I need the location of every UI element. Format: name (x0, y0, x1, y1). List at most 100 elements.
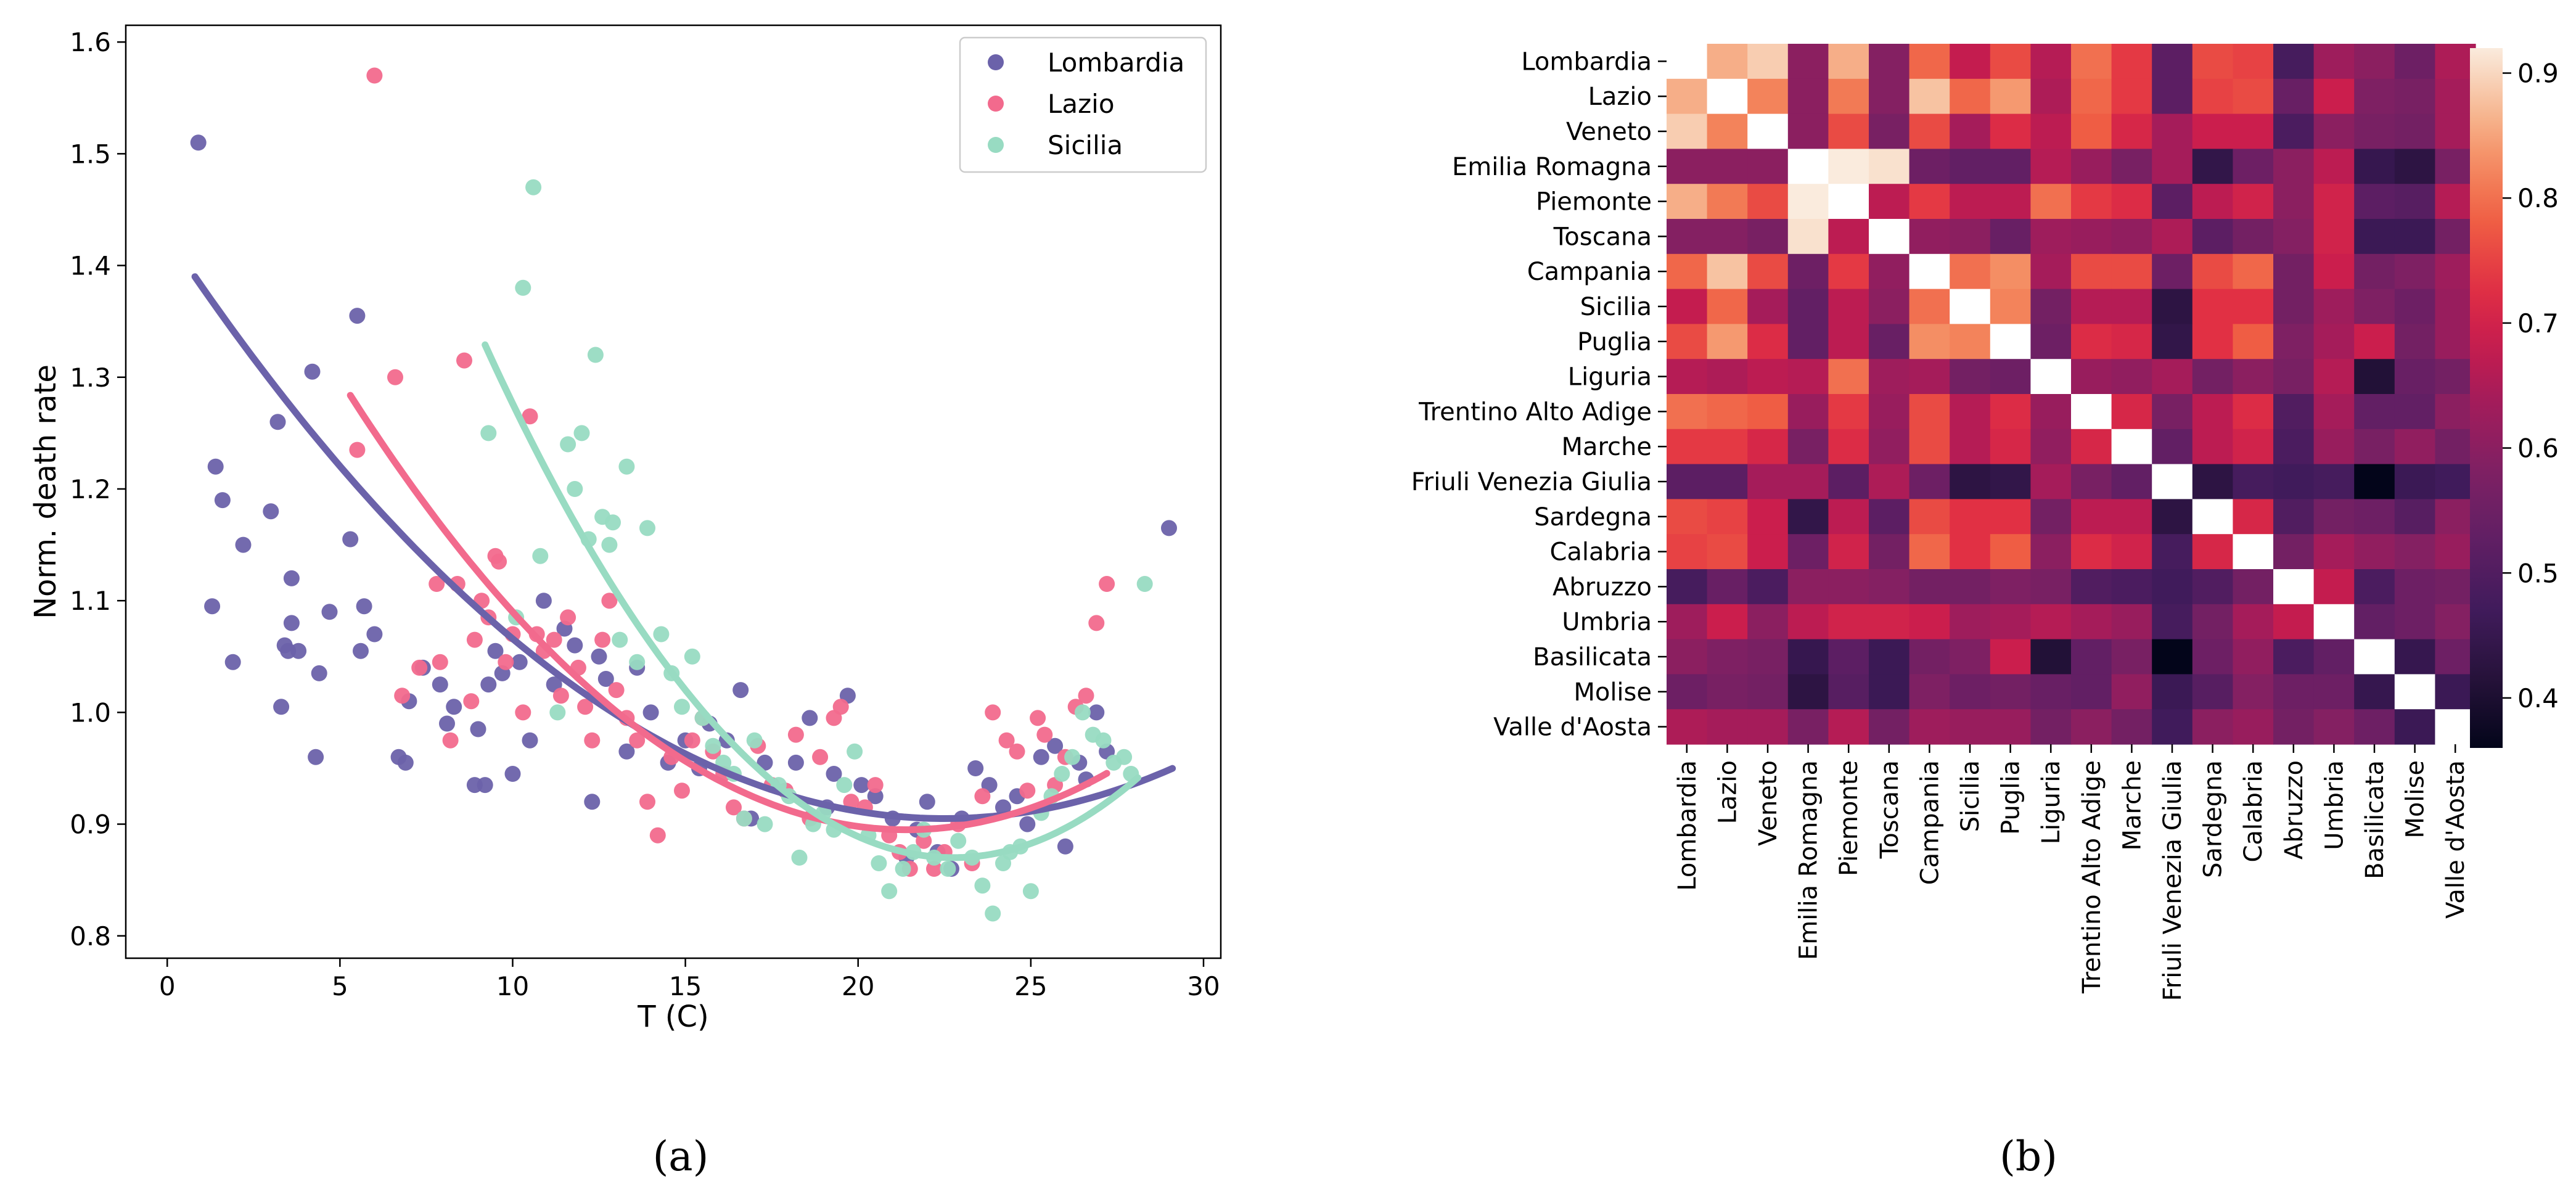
point-sicilia (974, 877, 991, 894)
column-label: Piemonte (1835, 760, 1863, 876)
heatmap-cell (2435, 674, 2476, 710)
heatmap-cell (1869, 709, 1910, 745)
heatmap-cell (1990, 113, 2031, 149)
legend-label-lazio: Lazio (1048, 89, 1115, 119)
colorbar-tick-label: 0.9 (2517, 59, 2559, 89)
point-sicilia (1074, 704, 1091, 721)
point-lombardia (477, 777, 493, 794)
heatmap-cell (2354, 253, 2395, 290)
heatmap-cell (2313, 149, 2355, 184)
x-tick-label: 30 (1187, 971, 1220, 1001)
point-sicilia (847, 743, 863, 760)
heatmap-cell (2233, 709, 2274, 745)
point-lombardia (591, 648, 607, 665)
heatmap-cell (2354, 44, 2395, 80)
heatmap-cell (1787, 499, 1829, 535)
heatmap-cell (2071, 253, 2112, 290)
heatmap-cell (1869, 639, 1910, 675)
point-lombardia (290, 643, 307, 659)
heatmap-cell (1707, 184, 1748, 220)
heatmap-cell (2233, 289, 2274, 324)
heatmap-cell (2313, 184, 2355, 220)
point-lazio (867, 777, 884, 794)
point-lazio (649, 827, 666, 844)
series-lombardia (190, 134, 1177, 877)
heatmap-cell (2111, 569, 2152, 605)
heatmap-cell (2071, 324, 2112, 359)
heatmap-cell (1909, 289, 1950, 324)
heatmap-cell (2313, 44, 2355, 80)
heatmap-cell (1667, 184, 1708, 220)
y-tick-label: 1.2 (70, 474, 111, 504)
colorbar-gradient (2470, 48, 2503, 748)
heatmap-cell (2030, 78, 2072, 115)
heatmap-cell (1828, 359, 1869, 395)
heatmap-cell (2152, 674, 2193, 710)
heatmap-cell (1828, 394, 1869, 430)
heatmap-cell (1667, 429, 1708, 465)
heatmap-cell (1747, 499, 1789, 535)
heatmap-cell (1909, 464, 1950, 499)
point-lombardia (349, 308, 366, 324)
point-lombardia (269, 414, 286, 430)
heatmap-cell (2435, 639, 2476, 675)
point-lazio (1030, 710, 1046, 726)
heatmap-cell (1787, 149, 1829, 184)
point-lombardia (446, 699, 462, 715)
heatmap-cell (1667, 639, 1708, 675)
heatmap-cell (2435, 569, 2476, 605)
point-lazio (546, 631, 562, 648)
point-sicilia (757, 816, 773, 832)
heatmap-cell (1828, 113, 1869, 149)
heatmap-cell (1950, 499, 1991, 535)
heatmap-cell (1707, 499, 1748, 535)
heatmap-cell (2354, 674, 2395, 710)
heatmap-cell (2192, 359, 2233, 395)
row-label: Emilia Romagna (1452, 153, 1652, 181)
point-lazio (674, 782, 690, 799)
heatmap-cell (1707, 569, 1748, 605)
point-lombardia (787, 754, 804, 771)
heatmap-cell (2394, 324, 2435, 359)
heatmap-cell (1707, 78, 1748, 115)
heatmap-cell (2313, 534, 2355, 570)
heatmap-cell (2152, 534, 2193, 570)
point-lazio (456, 352, 472, 369)
point-lazio (577, 699, 594, 715)
heatmap-cell (1787, 44, 1829, 80)
y-tick-label: 1.6 (70, 27, 111, 57)
x-tick-label: 0 (159, 971, 176, 1001)
heatmap-cell (2233, 113, 2274, 149)
point-sicilia (705, 737, 721, 754)
heatmap-cell (2152, 359, 2193, 395)
heatmap-cell (1787, 394, 1829, 430)
heatmap-cell (2273, 429, 2315, 465)
heatmap-cell (1909, 569, 1950, 605)
point-lazio (522, 408, 538, 425)
legend-label-lombardia: Lombardia (1048, 47, 1184, 78)
heatmap-cell (2071, 674, 2112, 710)
row-label: Lazio (1588, 83, 1652, 111)
heatmap-cell (2233, 429, 2274, 465)
heatmap-cell (1950, 709, 1991, 745)
heatmap-cell (1990, 394, 2031, 430)
heatmap-cell (2354, 324, 2395, 359)
heatmap-cell (2192, 639, 2233, 675)
heatmap-cell (1828, 569, 1869, 605)
heatmap-cell (1909, 639, 1950, 675)
point-lazio (594, 631, 611, 648)
heatmap-cell (2435, 604, 2476, 640)
heatmap-cell (2273, 569, 2315, 605)
row-label: Abruzzo (1553, 573, 1652, 601)
heatmap-cell (1707, 674, 1748, 710)
heatmap-cell (2273, 253, 2315, 290)
point-lombardia (224, 654, 241, 670)
heatmap-cell (2192, 709, 2233, 745)
heatmap-cell (2394, 219, 2435, 255)
heatmap-cell (2233, 569, 2274, 605)
heatmap-cell (1828, 499, 1869, 535)
heatmap-cell (1787, 464, 1829, 499)
heatmap-cell (1990, 149, 2031, 184)
heatmap-cell (2273, 639, 2315, 675)
heatmap-cell (2071, 289, 2112, 324)
